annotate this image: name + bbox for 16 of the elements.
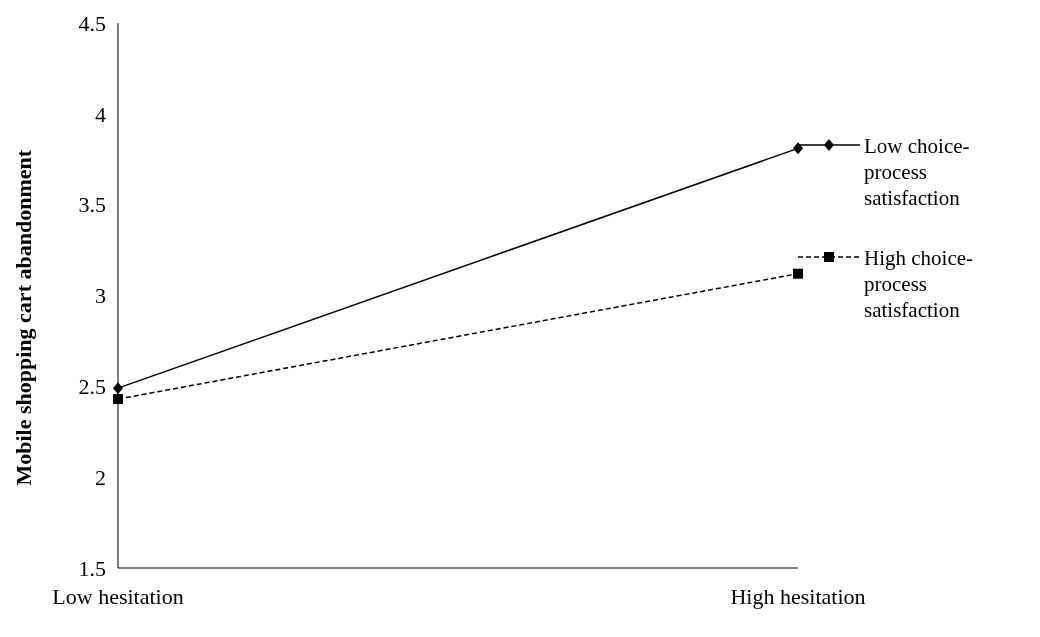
x-tick-label: High hesitation [730,583,866,609]
legend-label: Low choice-process satisfaction [864,133,971,211]
x-tick-label: Low hesitation [52,583,184,609]
point [113,382,123,395]
y-tick-label: 2 [95,464,106,490]
point [113,394,123,405]
y-tick-label: 3.5 [78,192,106,218]
y-tick-label: 4.5 [78,10,106,36]
legend-label: High choice-process satisfaction [864,245,975,323]
point [793,268,803,279]
y-axis-title: Mobile shopping cart abandonment [10,149,36,486]
y-tick-label: 3 [95,283,106,309]
y-tick-label: 2.5 [78,374,106,400]
y-tick-label: 1.5 [78,555,106,581]
point [793,142,803,155]
y-tick-label: 4 [95,101,106,127]
